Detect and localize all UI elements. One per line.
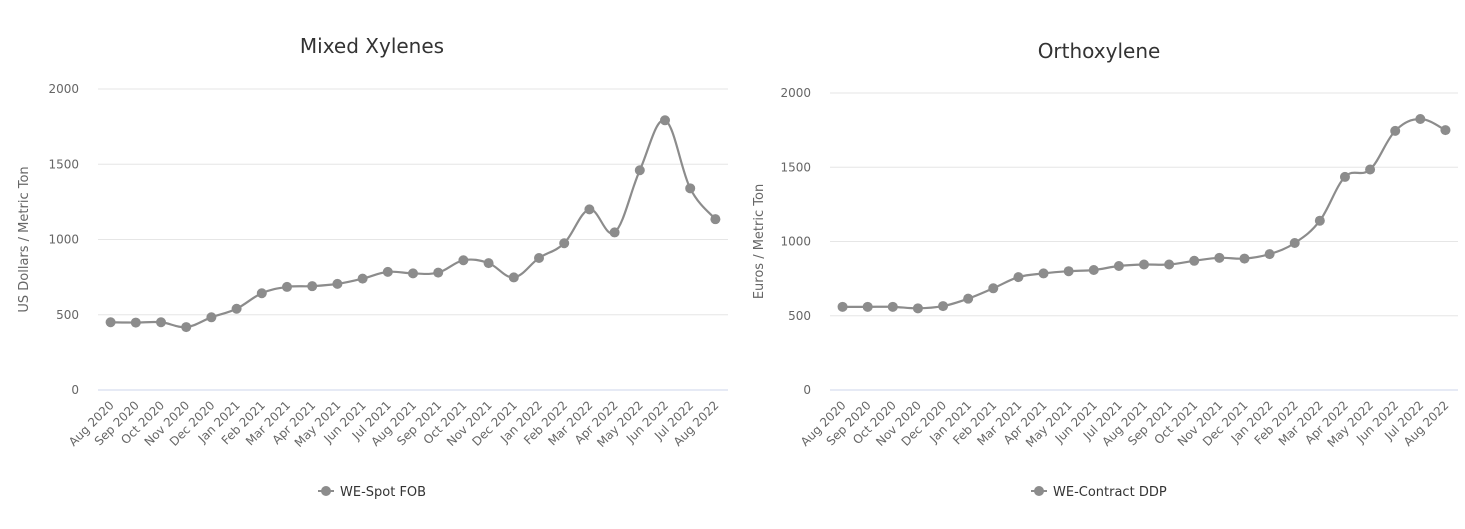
data-point[interactable] bbox=[1415, 113, 1426, 124]
data-point[interactable] bbox=[1038, 268, 1049, 279]
data-point[interactable] bbox=[1214, 252, 1225, 263]
y-tick-label: 1500 bbox=[48, 157, 79, 171]
y-tick-label: 1500 bbox=[780, 160, 811, 174]
legend-label[interactable]: WE-Contract DDP bbox=[1053, 485, 1167, 500]
chart-title: Mixed Xylenes bbox=[300, 34, 444, 58]
data-point[interactable] bbox=[660, 115, 670, 126]
data-point[interactable] bbox=[181, 322, 192, 333]
data-point[interactable] bbox=[382, 266, 393, 277]
chart-mixed-xylenes: Mixed Xylenes 0 500 1000 1500 2000 US Dollars … bbox=[17, 34, 728, 500]
data-point[interactable] bbox=[458, 255, 469, 266]
data-point[interactable] bbox=[156, 317, 166, 328]
data-point[interactable] bbox=[1239, 253, 1250, 264]
y-tick-label: 1000 bbox=[48, 233, 79, 247]
chart-svg: Mixed Xylenes 0 500 1000 1500 2000 US Dollars … bbox=[17, 34, 728, 500]
series-line bbox=[110, 119, 717, 329]
data-point[interactable] bbox=[332, 278, 343, 289]
data-point[interactable] bbox=[685, 183, 696, 194]
data-point[interactable] bbox=[963, 293, 974, 304]
data-point[interactable] bbox=[584, 204, 595, 215]
data-point[interactable] bbox=[483, 258, 494, 269]
y-tick-label: 0 bbox=[71, 383, 79, 397]
y-tick-label: 500 bbox=[788, 309, 811, 323]
data-point[interactable] bbox=[1189, 255, 1200, 266]
data-point[interactable] bbox=[609, 227, 620, 238]
data-point[interactable] bbox=[1164, 259, 1175, 270]
y-tick-label: 2000 bbox=[48, 82, 79, 96]
chart-orthoxylene: Orthoxylene 0 500 1000 1500 2000 Euros / Metri… bbox=[733, 0, 1465, 529]
data-point[interactable] bbox=[433, 267, 444, 278]
data-point[interactable] bbox=[912, 303, 923, 314]
data-point[interactable] bbox=[634, 165, 645, 176]
chart-title: Orthoxylene bbox=[1038, 39, 1161, 63]
data-point[interactable] bbox=[1139, 259, 1149, 270]
y-tick-label: 0 bbox=[803, 383, 811, 397]
data-point[interactable] bbox=[1063, 266, 1074, 277]
data-point[interactable] bbox=[1314, 215, 1325, 226]
data-point[interactable] bbox=[1289, 237, 1300, 248]
data-point[interactable] bbox=[887, 301, 898, 312]
data-point[interactable] bbox=[307, 281, 318, 292]
data-point[interactable] bbox=[408, 268, 418, 279]
legend-label[interactable]: WE-Spot FOB bbox=[340, 485, 426, 500]
data-point[interactable] bbox=[710, 214, 721, 225]
data-point[interactable] bbox=[206, 312, 217, 323]
data-point[interactable] bbox=[988, 283, 999, 294]
data-point[interactable] bbox=[282, 281, 292, 292]
data-point[interactable] bbox=[256, 288, 267, 299]
data-point[interactable] bbox=[1440, 125, 1451, 136]
legend-marker-icon bbox=[1034, 486, 1044, 496]
data-point[interactable] bbox=[1339, 171, 1350, 182]
data-point[interactable] bbox=[1365, 164, 1376, 175]
data-point[interactable] bbox=[130, 317, 141, 328]
y-axis-label: Euros / Metric Ton bbox=[752, 184, 767, 299]
data-point[interactable] bbox=[1013, 272, 1024, 283]
data-point[interactable] bbox=[862, 301, 873, 312]
y-tick-label: 2000 bbox=[780, 86, 811, 100]
data-point[interactable] bbox=[837, 301, 848, 312]
data-point[interactable] bbox=[105, 317, 116, 328]
chart-svg: Orthoxylene 0 500 1000 1500 2000 Euros / Metri… bbox=[752, 39, 1458, 500]
data-point[interactable] bbox=[1088, 265, 1099, 276]
y-tick-label: 500 bbox=[56, 308, 79, 322]
data-point[interactable] bbox=[357, 273, 368, 284]
data-point[interactable] bbox=[1113, 261, 1124, 272]
data-point[interactable] bbox=[508, 272, 519, 283]
data-point[interactable] bbox=[1390, 125, 1401, 136]
data-point[interactable] bbox=[1264, 249, 1275, 260]
y-axis-label: US Dollars / Metric Ton bbox=[17, 166, 32, 312]
series-line bbox=[842, 117, 1446, 310]
data-point[interactable] bbox=[231, 303, 242, 314]
data-point[interactable] bbox=[938, 301, 949, 312]
y-tick-label: 1000 bbox=[780, 235, 811, 249]
legend-marker-icon bbox=[321, 486, 331, 496]
data-point[interactable] bbox=[559, 238, 570, 249]
data-point[interactable] bbox=[534, 253, 544, 264]
